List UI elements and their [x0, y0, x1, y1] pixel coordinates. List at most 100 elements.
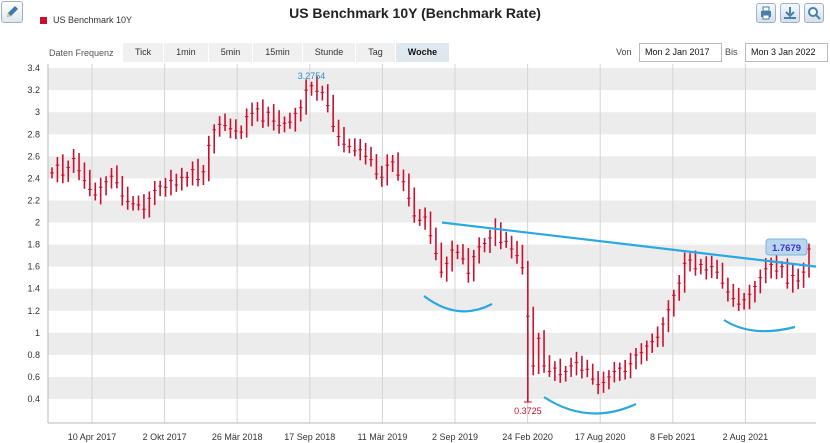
ohlc-bar [488, 229, 492, 253]
ohlc-bar [580, 355, 584, 379]
frequency-tick[interactable]: Tick [123, 43, 165, 62]
ohlc-bar [396, 152, 400, 181]
ohlc-bar [774, 254, 779, 280]
ohlc-bar [309, 81, 314, 96]
ohlc-bar [450, 240, 454, 272]
y-tick-label: 1 [35, 328, 40, 338]
ohlc-bar [709, 255, 714, 279]
ohlc-bar [601, 371, 606, 393]
ohlc-bar [304, 79, 308, 115]
ohlc-bar [623, 359, 627, 380]
ohlc-bar [342, 127, 346, 153]
trendline [441, 221, 817, 268]
grid-band [48, 200, 816, 223]
x-tick-label: 8 Feb 2021 [650, 432, 696, 442]
zoom-icon[interactable] [804, 3, 824, 23]
frequency-5min[interactable]: 5min [208, 43, 254, 62]
ohlc-bar [315, 76, 319, 101]
ohlc-bar [82, 162, 87, 189]
pencil-icon [7, 6, 18, 17]
ohlc-bar [423, 207, 427, 230]
frequency-stunde[interactable]: Stunde [302, 43, 357, 62]
ohlc-bar [666, 300, 671, 333]
ohlc-bar [282, 116, 287, 133]
ohlc-bar [369, 146, 373, 167]
grid-band [48, 288, 816, 311]
y-tick-label: 0.6 [27, 372, 40, 382]
ohlc-bar [498, 222, 503, 250]
ohlc-bar [239, 125, 244, 139]
y-tick-label: 2.2 [27, 195, 40, 205]
ohlc-bar [353, 138, 357, 157]
ohlc-bar [271, 104, 276, 131]
ohlc-bar [142, 194, 146, 219]
ohlc-bar [131, 196, 135, 211]
to-label: Bis [725, 47, 738, 57]
ohlc-bar [715, 259, 719, 279]
ohlc-bar [688, 253, 692, 272]
ohlc-bar [428, 211, 433, 244]
x-tick-label: 2 Sep 2019 [432, 432, 478, 442]
grid-band [48, 68, 816, 91]
ohlc-bar [212, 124, 217, 154]
ohlc-bar [163, 177, 168, 197]
ohlc-bar [380, 165, 384, 187]
x-tick-label: 17 Sep 2018 [284, 432, 335, 442]
print-icon[interactable] [756, 3, 776, 23]
edit-pencil-button[interactable] [1, 1, 23, 23]
ohlc-bar [93, 182, 98, 201]
legend-swatch [40, 16, 47, 24]
y-tick-label: 3.2 [27, 85, 40, 95]
ohlc-bar [477, 237, 481, 264]
ohlc-bar [358, 138, 363, 161]
ohlc-bar [607, 370, 611, 390]
support-arc [543, 396, 637, 415]
ohlc-bar [634, 348, 638, 370]
ohlc-bar [288, 112, 292, 129]
ohlc-bar [201, 164, 206, 186]
ohlc-bar [125, 186, 130, 210]
ohlc-bar [617, 362, 622, 381]
ohlc-bar [553, 361, 557, 381]
grid-band [48, 332, 816, 355]
grid-band [48, 244, 816, 267]
y-tick-label: 1.8 [27, 240, 40, 250]
ohlc-bar [612, 361, 617, 383]
ohlc-bar [325, 84, 330, 113]
ohlc-bar [699, 258, 703, 275]
ohlc-bar [509, 235, 514, 259]
x-tick-label: 26 Mär 2018 [212, 432, 263, 442]
ohlc-bar [50, 167, 54, 179]
support-arc [723, 319, 796, 333]
ohlc-bar [255, 102, 260, 122]
frequency-15min[interactable]: 15min [253, 43, 303, 62]
ohlc-bar [720, 262, 725, 289]
ohlc-bar [104, 176, 108, 196]
legend: US Benchmark 10Y [40, 15, 132, 25]
ohlc-bar [250, 102, 254, 127]
ohlc-bar [742, 292, 746, 310]
frequency-woche[interactable]: Woche [395, 43, 451, 62]
to-date-input[interactable]: Mon 3 Jan 2022 [745, 43, 828, 62]
ohlc-bar [158, 180, 162, 197]
frequency-1min[interactable]: 1min [164, 43, 209, 62]
grid-band [48, 112, 816, 135]
ohlc-bar [55, 157, 60, 183]
ohlc-bar [185, 171, 189, 187]
frequency-tag[interactable]: Tag [356, 43, 396, 62]
y-tick-label: 1.4 [27, 284, 40, 294]
ohlc-bar [234, 119, 238, 140]
ohlc-bar [444, 256, 449, 282]
ohlc-bar [542, 330, 546, 373]
y-tick-label: 1.6 [27, 262, 40, 272]
ohlc-bar [169, 169, 173, 196]
from-date-input[interactable]: Mon 2 Jan 2017 [639, 43, 722, 62]
ohlc-bar [331, 94, 335, 133]
ohlc-bar [590, 363, 595, 385]
ohlc-bar [801, 262, 806, 288]
ohlc-bar [266, 106, 271, 127]
ohlc-bar [780, 261, 784, 278]
download-icon[interactable] [780, 3, 800, 23]
ohlc-bar [677, 275, 682, 301]
